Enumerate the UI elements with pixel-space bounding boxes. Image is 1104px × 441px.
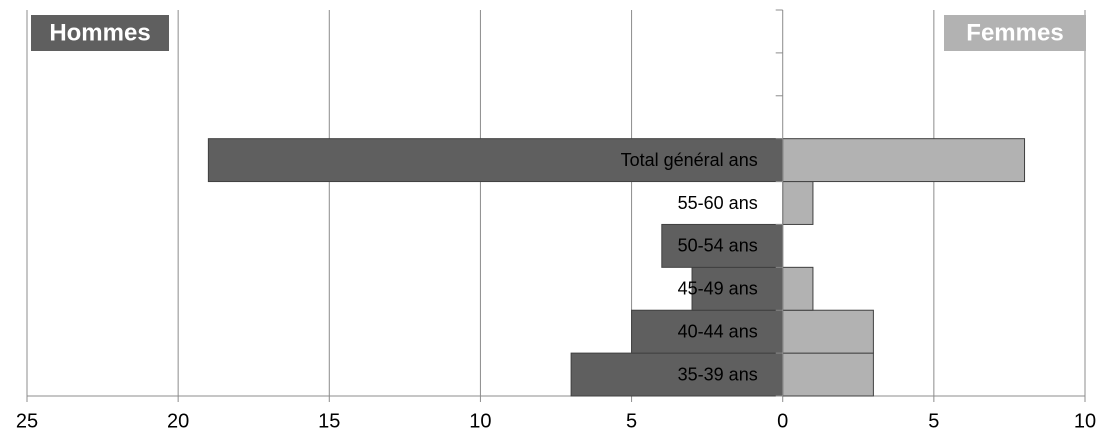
category-label: 45-49 ans xyxy=(678,279,758,299)
category-label: 40-44 ans xyxy=(678,321,758,341)
category-label: 55-60 ans xyxy=(678,193,758,213)
bar xyxy=(661,223,784,268)
bar xyxy=(782,309,874,354)
bar xyxy=(782,352,874,397)
x-tick-label: 15 xyxy=(318,410,340,432)
bar xyxy=(570,352,784,397)
legend-swatch xyxy=(944,15,1086,51)
bar xyxy=(631,309,784,354)
x-tick-label: 5 xyxy=(626,410,637,432)
legend-label: Hommes xyxy=(49,19,150,46)
category-label: 50-54 ans xyxy=(678,236,758,256)
bar xyxy=(782,181,814,225)
bar xyxy=(691,266,784,311)
x-tick-label: 10 xyxy=(1074,410,1096,432)
legend-label: Femmes xyxy=(966,19,1063,46)
bar xyxy=(782,266,814,311)
category-label: Total général ans xyxy=(621,150,758,170)
legend-swatch xyxy=(31,15,169,51)
category-label: 35-39 ans xyxy=(678,364,758,384)
x-tick-label: 20 xyxy=(167,410,189,432)
bar xyxy=(782,138,1026,183)
x-tick-label: 10 xyxy=(469,410,491,432)
x-tick-label: 25 xyxy=(16,410,38,432)
bar xyxy=(207,138,784,183)
x-tick-label: 5 xyxy=(928,410,939,432)
x-tick-label: 0 xyxy=(777,410,788,432)
